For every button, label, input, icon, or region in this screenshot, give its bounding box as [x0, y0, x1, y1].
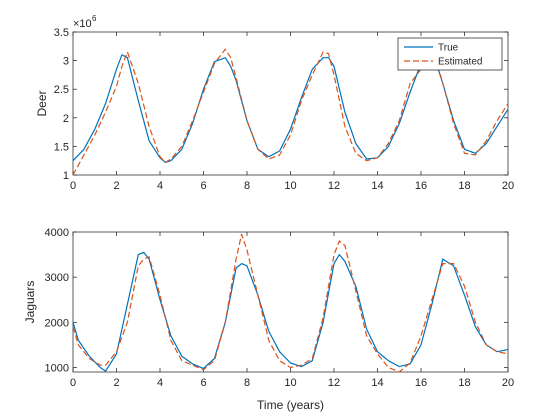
deer-subplot: 0 2 4 6 8 10 12 14 16 18 20 1 1.5 2 2.5 3 3.5 Deer ×10 6…: [35, 14, 514, 192]
deer-x-tick-label: 12: [328, 180, 340, 192]
jaguars-series: [72, 233, 509, 373]
jaguars-plot-area: [72, 231, 509, 373]
legend-estimated-label: Estimated: [438, 57, 482, 68]
deer-ticks: 0 2 4 6 8 10 12 14 16 18 20 1 1.5 2 2.5 3 3.5: [54, 27, 514, 192]
deer-x-tick-label: 16: [415, 180, 427, 192]
deer-x-tick-label: 0: [70, 180, 76, 192]
deer-y-multiplier-exponent: 6: [92, 14, 97, 23]
jaguars-x-tick-label: 4: [157, 377, 163, 389]
deer-x-tick-label: 14: [371, 180, 383, 192]
deer-y-tick-label: 2.5: [54, 84, 69, 96]
jaguars-x-tick-label: 10: [284, 377, 296, 389]
deer-x-tick-label: 10: [284, 180, 296, 192]
deer-x-tick-label: 8: [244, 180, 250, 192]
jaguars-x-tick-label: 20: [502, 377, 514, 389]
deer-y-tick-label: 1.5: [54, 141, 69, 153]
jaguars-x-tick-label: 18: [458, 377, 470, 389]
jaguars-x-tick-label: 14: [371, 377, 383, 389]
deer-x-tick-label: 4: [157, 180, 163, 192]
legend: True Estimated: [397, 37, 503, 71]
x-axis-label: Time (years): [257, 398, 324, 412]
jaguars-x-tick-label: 12: [328, 377, 340, 389]
jaguars-ticks: 0 2 4 6 8 10 12 14 16 18 20 1000 2000 3000 4000: [45, 227, 515, 389]
jaguars-series-true: [72, 251, 509, 372]
jaguars-x-tick-label: 8: [244, 377, 250, 389]
deer-y-tick-label: 3.5: [54, 27, 69, 39]
deer-x-tick-label: 2: [113, 180, 119, 192]
jaguars-x-tick-label: 0: [70, 377, 76, 389]
jaguars-y-axis-label: Jaguars: [23, 281, 37, 324]
jaguars-y-tick-label: 4000: [45, 227, 69, 239]
legend-true-label: True: [438, 43, 459, 54]
deer-x-tick-label: 20: [502, 180, 514, 192]
jaguars-series-estimated: [72, 233, 509, 373]
deer-x-tick-label: 18: [458, 180, 470, 192]
deer-y-tick-label: 1: [63, 170, 69, 182]
jaguars-x-tick-label: 16: [415, 377, 427, 389]
deer-x-tick-label: 6: [200, 180, 206, 192]
legend-box: [397, 37, 503, 71]
jaguars-subplot: 0 2 4 6 8 10 12 14 16 18 20 1000 2000 3000 4000 Jaguar…: [23, 227, 514, 412]
jaguars-y-tick-label: 2000: [45, 317, 69, 329]
deer-y-tick-label: 3: [63, 56, 69, 68]
jaguars-x-tick-label: 6: [200, 377, 206, 389]
deer-y-multiplier-base: ×10: [73, 18, 92, 30]
deer-y-multiplier: ×10 6: [73, 14, 97, 30]
deer-y-tick-label: 2: [63, 113, 69, 125]
jaguars-y-tick-label: 1000: [45, 362, 69, 374]
deer-y-axis-label: Deer: [35, 90, 49, 116]
jaguars-y-tick-label: 3000: [45, 272, 69, 284]
jaguars-x-tick-label: 2: [113, 377, 119, 389]
